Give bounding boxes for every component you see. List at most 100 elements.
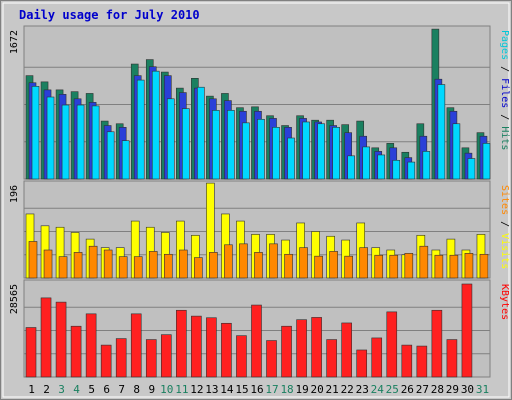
bar-hits-pages [332, 127, 340, 180]
panel-visits: 196 Sites / Visits [9, 180, 510, 279]
bar-hits-pages [61, 104, 70, 180]
bar-hits-pages [31, 86, 40, 180]
bar-hits-pages [197, 86, 205, 180]
bar-kbytes-kbytes [401, 344, 413, 378]
chart-panels: 1672 Pages / Files / Hits 196 Sites / Visit… [9, 25, 510, 378]
x-tick-label: 18 [280, 383, 293, 396]
bar-hits-pages [422, 151, 431, 180]
legend-label-part: Files [499, 78, 510, 108]
x-tick-label: 23 [356, 383, 369, 396]
panel-kbytes-max-label: 28565 [9, 284, 20, 314]
bar-kbytes-kbytes [191, 315, 202, 378]
x-tick-label: 1 [28, 383, 35, 396]
legend-label-part: / [499, 215, 510, 233]
bar-kbytes-kbytes [281, 325, 292, 378]
x-tick-label: 7 [118, 383, 125, 396]
bar-visits-sites [389, 254, 399, 279]
bar-hits-pages [467, 158, 476, 180]
bar-hits-pages [166, 98, 175, 180]
bar-visits-sites [359, 247, 369, 279]
bar-visits-sites [269, 243, 278, 279]
bar-hits-pages [121, 140, 130, 180]
bar-visits-sites [239, 243, 248, 279]
legend-label-part: Pages [499, 30, 510, 60]
bar-kbytes-kbytes [130, 313, 142, 378]
bar-kbytes-kbytes [356, 349, 368, 378]
x-tick-label: 3 [58, 383, 65, 396]
x-tick-label: 12 [190, 383, 203, 396]
bar-kbytes-kbytes [176, 309, 187, 378]
x-tick-label: 14 [220, 383, 234, 396]
bar-kbytes-kbytes [25, 327, 37, 378]
bar-hits-pages [106, 131, 115, 180]
bar-hits-pages [407, 161, 416, 180]
legend-label-part: / [499, 60, 510, 78]
bar-hits-pages [482, 143, 491, 180]
panel-visits-max-label: 196 [9, 185, 20, 203]
bar-kbytes-kbytes [160, 334, 172, 378]
bar-visits-sites [73, 252, 83, 279]
x-axis-day-labels: 1 2 3 4 5 6 7 8 9 10 11 12 13 14 15 16 17 18 19 20 21 22 23 24 2… [28, 383, 489, 396]
bar-visits-sites [179, 249, 188, 279]
bar-visits-sites [299, 247, 308, 279]
x-tick-label: 31 [476, 383, 489, 396]
bar-hits-pages [212, 110, 220, 180]
bar-kbytes-kbytes [251, 304, 262, 378]
bar-kbytes-kbytes [416, 345, 428, 378]
bar-visits-sites [224, 244, 233, 279]
x-tick-label: 8 [133, 383, 140, 396]
bar-kbytes-kbytes [341, 322, 352, 378]
bar-visits-sites [434, 254, 444, 279]
bar-kbytes-kbytes [40, 297, 52, 378]
bar-kbytes-kbytes [55, 301, 67, 378]
x-tick-label: 15 [235, 383, 248, 396]
bar-kbytes-kbytes [461, 283, 473, 378]
x-tick-label: 22 [341, 383, 354, 396]
x-tick-label: 27 [416, 383, 429, 396]
legend-label-part: Hits [499, 126, 510, 150]
bar-visits-sites [209, 252, 218, 279]
bar-hits-pages [76, 104, 85, 180]
bar-kbytes-kbytes [446, 339, 458, 378]
bar-visits-sites [329, 251, 338, 279]
bar-visits-sites [163, 253, 173, 279]
panel-visits-legend-label: Sites / Visits [499, 185, 510, 269]
bar-visits-sites [118, 256, 128, 279]
bar-kbytes-kbytes [100, 344, 112, 378]
bar-hits-pages [136, 79, 145, 180]
x-tick-label: 19 [295, 383, 308, 396]
x-tick-label: 4 [73, 383, 80, 396]
bar-kbytes-kbytes [70, 325, 82, 378]
bar-visits-sites [148, 251, 158, 279]
bar-kbytes-kbytes [115, 338, 127, 378]
x-tick-label: 5 [88, 383, 95, 396]
bar-hits-pages [317, 123, 325, 180]
x-tick-label: 29 [446, 383, 459, 396]
bar-hits-pages [302, 121, 310, 180]
bar-visits-sites [254, 252, 263, 279]
bar-visits-sites [58, 256, 68, 279]
bar-visits-sites [88, 245, 98, 279]
x-tick-label: 30 [461, 383, 474, 396]
bar-visits-sites [344, 255, 353, 279]
bar-hits-pages [347, 155, 355, 180]
bar-visits-sites [419, 245, 429, 279]
bar-visits-sites [464, 253, 474, 279]
x-tick-label: 2 [43, 383, 50, 396]
x-tick-label: 13 [205, 383, 218, 396]
bar-kbytes-kbytes [236, 335, 247, 378]
bar-kbytes-kbytes [371, 337, 383, 378]
legend-label-part: Sites [499, 185, 510, 215]
bar-kbytes-kbytes [85, 313, 97, 378]
bar-hits-pages [452, 123, 461, 180]
bar-kbytes-kbytes [296, 319, 307, 378]
bar-visits-sites [449, 254, 459, 279]
bar-kbytes-kbytes [431, 309, 443, 378]
chart-title: Daily usage for July 2010 [19, 8, 200, 22]
bar-hits-pages [151, 70, 160, 180]
bar-hits-pages [182, 108, 190, 180]
bar-kbytes-kbytes [145, 339, 157, 378]
x-tick-label: 20 [311, 383, 324, 396]
panel-hits: 1672 Pages / Files / Hits [9, 25, 510, 180]
x-tick-label: 28 [431, 383, 444, 396]
